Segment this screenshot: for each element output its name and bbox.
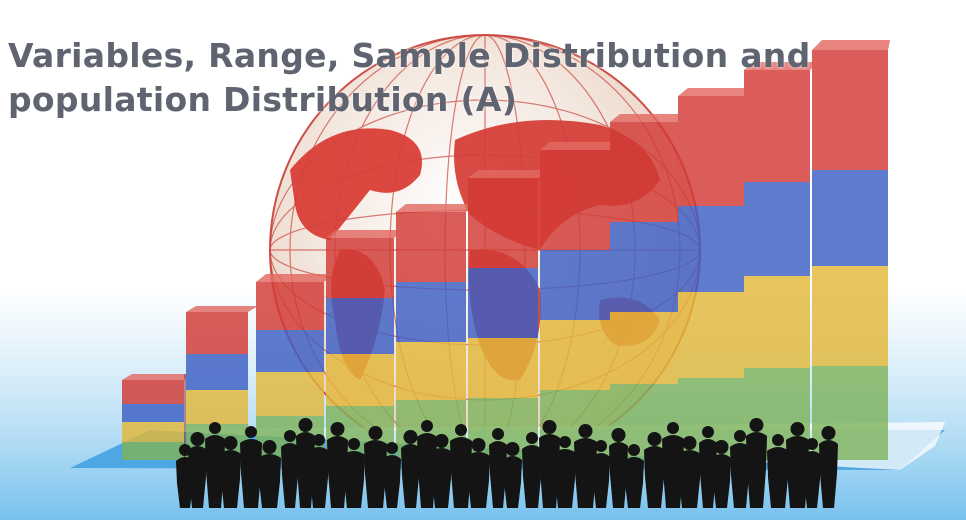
person-head	[403, 430, 418, 444]
person-head	[313, 434, 325, 446]
person-body	[644, 446, 665, 508]
bar-segment-group-8	[610, 114, 690, 460]
person-head	[821, 426, 836, 440]
person-body	[383, 455, 401, 508]
person-head	[772, 434, 784, 446]
person-head	[749, 418, 764, 432]
person-body	[786, 436, 809, 508]
bar-segment-group-7	[540, 142, 620, 460]
person-head	[734, 430, 746, 442]
person-body	[712, 454, 731, 508]
title-line-2: population Distribution (A)	[8, 80, 518, 120]
person-head	[667, 422, 679, 434]
person-head	[455, 424, 467, 436]
person-head	[559, 436, 571, 448]
person-head	[330, 422, 345, 436]
person-head	[702, 426, 714, 438]
person-head	[647, 432, 662, 446]
bar-segment-group-6	[468, 170, 548, 460]
person-head	[245, 426, 257, 438]
person-head	[628, 444, 640, 456]
bar-segment-group-5	[396, 204, 476, 460]
bar-segment-group-4	[326, 230, 404, 460]
person-body	[699, 439, 717, 508]
crowd-silhouette	[176, 418, 838, 508]
person-head	[578, 424, 593, 438]
person-body	[678, 450, 701, 508]
person-body	[364, 440, 387, 508]
person-head	[682, 436, 697, 450]
person-body	[489, 441, 507, 508]
person-body	[803, 451, 821, 508]
bar-segment-group-3	[256, 274, 334, 460]
person-body	[609, 442, 628, 508]
person-body	[767, 447, 789, 508]
bar-segment-group-9	[678, 88, 754, 460]
person-head	[298, 418, 313, 432]
person-head	[368, 426, 383, 440]
person-body	[662, 435, 684, 508]
person-body	[450, 437, 472, 508]
person-head	[611, 428, 626, 442]
person-body	[281, 443, 299, 508]
person-body	[401, 444, 420, 508]
person-head	[806, 438, 818, 450]
person-body	[188, 446, 207, 508]
person-head	[714, 440, 729, 454]
person-head	[505, 442, 520, 456]
person-body	[327, 436, 348, 508]
title-line-1: Variables, Range, Sample Distribution an…	[8, 36, 811, 76]
person-head	[190, 432, 205, 446]
person-body	[730, 443, 750, 508]
person-body	[309, 447, 329, 508]
stacked-bar-graphic	[122, 40, 890, 460]
person-body	[522, 445, 542, 508]
person-body	[503, 456, 522, 508]
person-body	[819, 440, 838, 508]
person-head	[209, 422, 221, 434]
person-head	[492, 428, 504, 440]
person-head	[179, 444, 191, 456]
person-body	[258, 454, 281, 508]
person-head	[595, 440, 607, 452]
person-head	[526, 432, 538, 444]
page-title: Variables, Range, Sample Distribution an…	[8, 34, 848, 122]
person-body	[624, 457, 644, 508]
person-body	[205, 435, 225, 508]
person-head	[542, 420, 557, 434]
person-head	[471, 438, 486, 452]
person-body	[343, 451, 365, 508]
person-head	[421, 420, 433, 432]
person-body	[554, 449, 576, 508]
bar-segment-group-10	[744, 62, 820, 460]
person-head	[284, 430, 296, 442]
person-body	[431, 448, 452, 508]
person-body	[467, 452, 490, 508]
person-head	[262, 440, 277, 454]
person-head	[223, 436, 238, 450]
person-body	[574, 438, 597, 508]
person-body	[746, 432, 767, 508]
person-head	[790, 422, 805, 436]
person-head	[386, 442, 398, 454]
person-body	[220, 450, 241, 508]
person-head	[348, 438, 360, 450]
person-body	[592, 453, 610, 508]
person-body	[240, 439, 262, 508]
person-head	[434, 434, 449, 448]
